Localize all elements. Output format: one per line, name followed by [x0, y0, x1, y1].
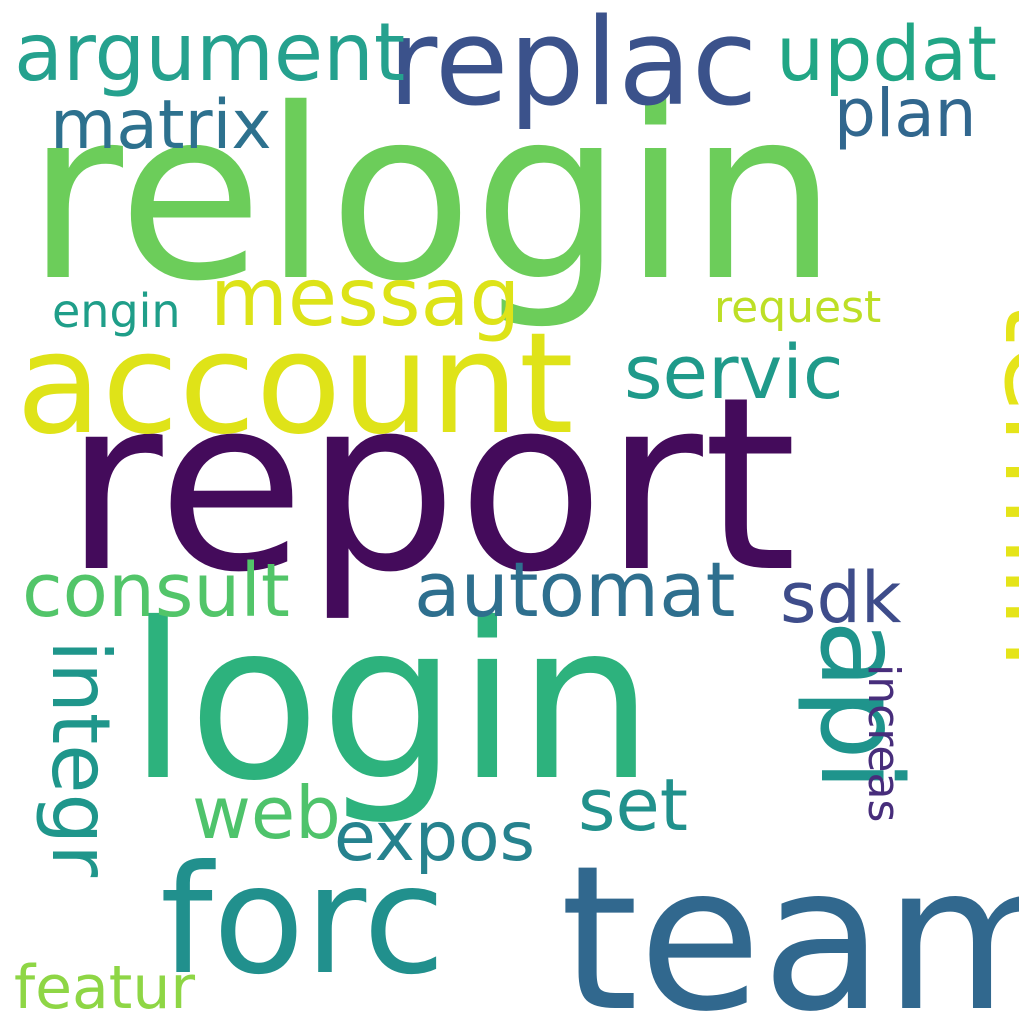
- word-login: login: [128, 577, 654, 828]
- word-plan: plan: [834, 75, 977, 152]
- word-team: team: [560, 823, 1019, 1019]
- word-api: api: [795, 620, 925, 791]
- word-set: set: [578, 763, 688, 847]
- word-forc: forc: [160, 834, 445, 1008]
- word-engin: engin: [52, 284, 181, 338]
- word-relogin: relogin: [26, 58, 838, 333]
- word-featur: featur: [14, 953, 195, 1019]
- word-replac: replac: [388, 0, 758, 133]
- word-matrix: matrix: [50, 86, 272, 165]
- word-messag: messag: [210, 251, 520, 344]
- word-integr: integr: [34, 640, 127, 877]
- word-consult: consult: [22, 548, 290, 634]
- word-termin: termin: [979, 300, 1019, 668]
- word-report: report: [64, 345, 797, 625]
- word-sdk: sdk: [780, 557, 902, 639]
- word-increas: increas: [858, 664, 909, 822]
- word-automat: automat: [414, 545, 735, 634]
- word-updat: updat: [776, 9, 997, 98]
- word-web: web: [192, 771, 341, 855]
- word-account: account: [16, 303, 574, 466]
- word-request: request: [714, 282, 881, 333]
- word-expos: expos: [334, 798, 535, 877]
- word-servic: servic: [624, 330, 844, 416]
- word-argument: argument: [14, 6, 405, 99]
